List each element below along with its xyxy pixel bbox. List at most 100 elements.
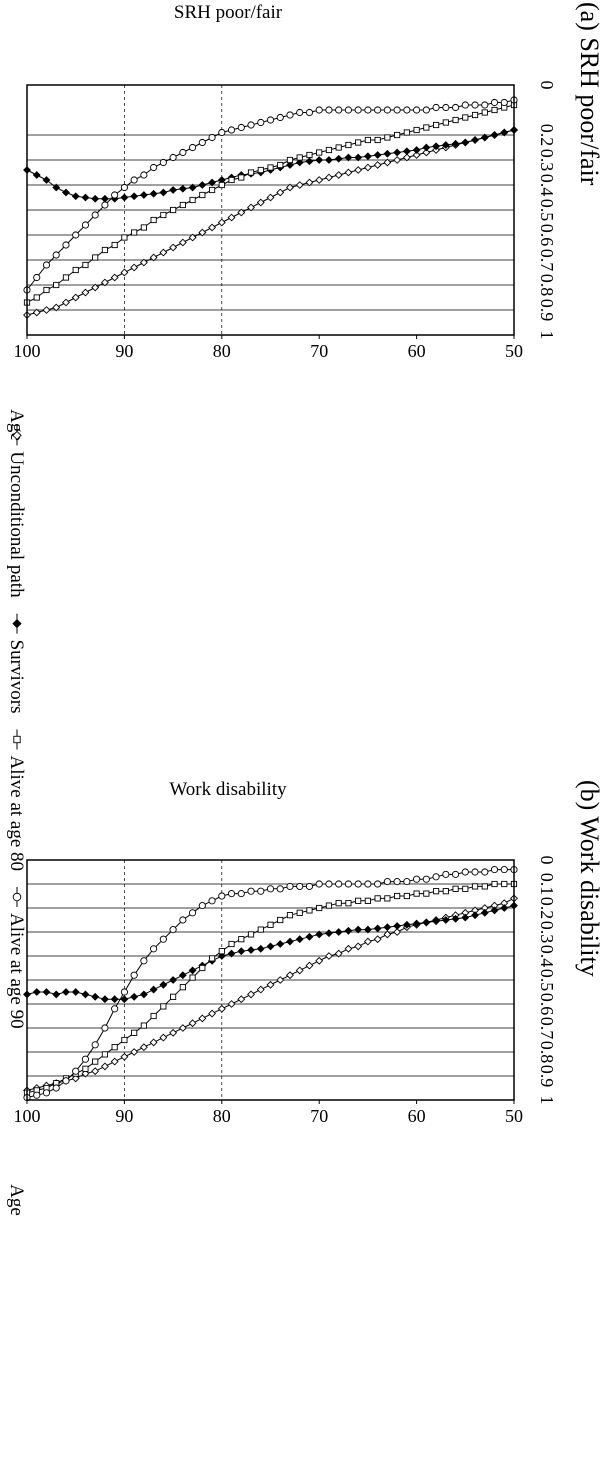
data-point bbox=[374, 880, 382, 888]
data-point bbox=[130, 992, 139, 1001]
data-point bbox=[481, 868, 489, 876]
data-point bbox=[188, 966, 197, 975]
data-point bbox=[462, 114, 469, 121]
data-point bbox=[111, 1044, 118, 1051]
x-tick-label: 50 bbox=[505, 341, 523, 361]
y-tick-label: 0.6 bbox=[537, 993, 557, 1016]
data-point bbox=[354, 925, 363, 934]
data-point bbox=[43, 286, 50, 294]
data-point bbox=[451, 139, 460, 148]
data-point bbox=[62, 298, 70, 307]
data-point bbox=[334, 949, 343, 958]
data-point bbox=[373, 151, 382, 159]
data-point bbox=[491, 106, 498, 114]
data-point bbox=[237, 890, 245, 898]
legend-item: Survivors bbox=[6, 613, 27, 714]
data-point bbox=[500, 128, 509, 137]
data-point bbox=[373, 924, 382, 933]
legend-label: Survivors bbox=[6, 640, 27, 714]
data-point bbox=[42, 176, 51, 184]
data-point bbox=[286, 912, 294, 919]
x-tick-label: 100 bbox=[14, 1106, 41, 1126]
data-point bbox=[441, 916, 450, 924]
series-line bbox=[26, 129, 515, 200]
data-point bbox=[334, 154, 343, 163]
data-point bbox=[413, 890, 420, 897]
y-tick-label: 0.9 bbox=[537, 299, 557, 322]
data-point bbox=[178, 971, 187, 980]
data-point bbox=[159, 158, 167, 167]
data-point bbox=[490, 866, 499, 874]
data-point bbox=[393, 922, 402, 930]
data-point bbox=[383, 923, 392, 932]
data-point bbox=[188, 183, 197, 192]
data-point bbox=[442, 870, 450, 878]
data-point bbox=[120, 268, 129, 277]
data-point bbox=[363, 152, 372, 161]
data-point bbox=[130, 176, 138, 184]
legend-item: Unconditional path bbox=[6, 425, 27, 598]
data-point bbox=[286, 156, 294, 164]
data-point bbox=[374, 895, 381, 902]
legend-marker bbox=[12, 618, 22, 629]
data-point bbox=[423, 124, 430, 131]
data-point bbox=[111, 241, 118, 249]
x-tick-label: 100 bbox=[14, 341, 41, 361]
data-point bbox=[198, 228, 207, 237]
data-point bbox=[218, 892, 226, 900]
data-point bbox=[91, 194, 100, 203]
data-point bbox=[325, 929, 333, 938]
data-point bbox=[500, 866, 508, 874]
data-point bbox=[393, 156, 402, 164]
data-point bbox=[403, 106, 411, 114]
data-point bbox=[198, 1014, 207, 1023]
data-point bbox=[110, 1057, 119, 1066]
series-diamond-open bbox=[23, 126, 518, 319]
data-point bbox=[130, 263, 139, 272]
data-point bbox=[325, 880, 333, 888]
data-point bbox=[305, 108, 314, 117]
data-point bbox=[42, 988, 51, 996]
data-point bbox=[62, 988, 70, 996]
data-point bbox=[344, 880, 353, 888]
data-point bbox=[354, 880, 362, 888]
x-tick-label: 60 bbox=[408, 341, 426, 361]
data-point bbox=[490, 131, 499, 139]
data-point bbox=[111, 191, 119, 199]
data-point bbox=[403, 129, 410, 136]
data-point bbox=[432, 888, 440, 895]
data-point bbox=[91, 1041, 99, 1049]
data-point bbox=[276, 940, 285, 948]
data-point bbox=[491, 880, 498, 888]
data-point bbox=[451, 870, 460, 878]
data-point bbox=[364, 136, 371, 144]
data-point bbox=[462, 885, 469, 892]
y-tick-label: 0.7 bbox=[537, 1017, 557, 1040]
x-tick-label: 80 bbox=[213, 341, 231, 361]
data-point bbox=[149, 1038, 158, 1047]
legend-item: Alive at age 80 bbox=[6, 729, 27, 871]
data-point bbox=[451, 914, 460, 923]
data-point bbox=[218, 948, 225, 955]
data-point bbox=[374, 106, 382, 114]
data-point bbox=[286, 111, 294, 119]
data-point bbox=[363, 937, 372, 946]
x-tick-label: 90 bbox=[115, 1106, 133, 1126]
data-point bbox=[227, 949, 236, 958]
data-point bbox=[276, 976, 285, 984]
data-point bbox=[315, 956, 324, 965]
data-point bbox=[363, 925, 372, 934]
data-point bbox=[169, 926, 177, 934]
data-point bbox=[344, 168, 353, 177]
data-point bbox=[208, 133, 216, 142]
data-point bbox=[413, 126, 420, 134]
y-tick-label: 0.1 bbox=[537, 873, 557, 896]
data-point bbox=[111, 1005, 119, 1013]
data-point bbox=[403, 892, 410, 900]
data-point bbox=[208, 223, 216, 232]
data-point bbox=[170, 993, 177, 1000]
data-point bbox=[393, 148, 402, 157]
data-point bbox=[62, 1077, 70, 1085]
data-point bbox=[363, 163, 372, 172]
data-point bbox=[442, 888, 449, 895]
